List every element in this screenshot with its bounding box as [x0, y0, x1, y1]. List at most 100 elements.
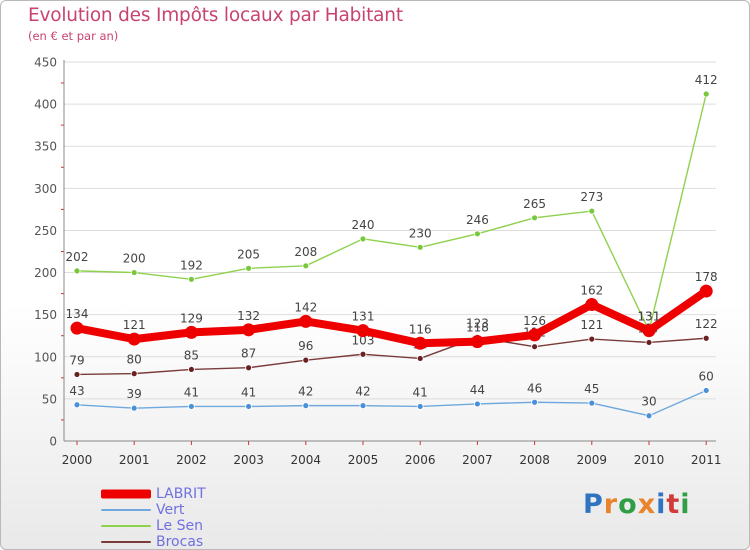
data-point	[642, 324, 656, 338]
legend-swatch	[101, 525, 151, 527]
data-label: 129	[180, 311, 203, 325]
data-point	[416, 243, 424, 251]
logo-letter: r	[603, 489, 619, 520]
data-point	[470, 335, 484, 349]
data-point	[702, 387, 710, 394]
data-point	[130, 404, 138, 412]
data-point	[588, 335, 596, 343]
legend-item: Vert	[101, 502, 301, 518]
legend-label: Brocas	[156, 534, 204, 550]
data-point	[245, 364, 253, 372]
x-tick-label: 2005	[348, 453, 379, 467]
data-label: 240	[352, 218, 375, 232]
legend-label: LABRIT	[156, 486, 206, 502]
data-label: 134	[66, 307, 89, 321]
data-point	[184, 325, 198, 339]
data-point	[245, 264, 253, 272]
data-label: 103	[352, 333, 375, 347]
data-point	[73, 401, 81, 409]
data-point	[588, 207, 596, 215]
logo-letter: x	[637, 489, 657, 520]
logo-letter: i	[680, 489, 691, 520]
data-point	[130, 269, 138, 276]
data-label: 43	[69, 384, 84, 398]
chart-subtitle: (en € et par an)	[28, 29, 119, 43]
data-label: 46	[527, 381, 542, 395]
logo-letter: i	[656, 489, 667, 520]
data-label: 178	[695, 270, 718, 284]
x-tick-label: 2003	[233, 453, 264, 467]
data-label: 80	[127, 353, 142, 367]
data-point	[531, 214, 538, 222]
legend-swatch	[101, 541, 151, 543]
data-label: 265	[523, 197, 546, 211]
x-tick-label: 2010	[634, 453, 665, 467]
data-label: 132	[237, 309, 260, 323]
legend-item: Brocas	[101, 534, 301, 550]
data-point	[245, 403, 253, 410]
data-point	[702, 90, 710, 98]
logo-letter: o	[618, 489, 638, 520]
data-label: 131	[638, 310, 661, 324]
data-label: 60	[699, 369, 714, 383]
y-tick-label: 400	[34, 98, 57, 112]
proxiti-logo: Proxiti	[583, 489, 691, 520]
series-line-labrit	[73, 287, 711, 348]
x-tick-label: 2002	[176, 453, 207, 467]
chart-title: Evolution des Impôts locaux par Habitant	[28, 5, 403, 26]
logo-letter: P	[583, 489, 604, 520]
x-tick-label: 2007	[462, 453, 493, 467]
y-tick-label: 200	[34, 266, 57, 280]
legend-label: Vert	[156, 502, 185, 518]
data-label: 44	[470, 383, 485, 397]
data-label: 126	[523, 314, 546, 328]
data-label: 121	[123, 318, 146, 332]
data-label: 41	[184, 385, 199, 399]
data-point	[73, 267, 81, 275]
data-label: 41	[413, 385, 428, 399]
data-label: 87	[241, 347, 256, 361]
x-tick-label: 2004	[291, 453, 322, 467]
data-point	[645, 339, 653, 346]
data-point	[699, 284, 713, 298]
x-tick-label: 2000	[62, 453, 93, 467]
data-point	[473, 400, 481, 408]
data-label: 131	[352, 310, 375, 324]
data-point	[528, 328, 542, 342]
data-label: 123	[466, 316, 489, 330]
data-point	[416, 403, 424, 410]
data-label: 39	[127, 387, 142, 401]
data-label: 41	[241, 385, 256, 399]
data-label: 121	[580, 318, 603, 332]
y-tick-label: 350	[34, 140, 57, 154]
y-tick-label: 450	[34, 56, 57, 70]
legend-item: LABRIT	[101, 486, 301, 502]
data-point	[585, 298, 599, 312]
data-point	[187, 403, 195, 410]
data-point	[702, 334, 710, 342]
legend-item: Le Sen	[101, 518, 301, 534]
data-label: 162	[580, 284, 603, 298]
data-point	[531, 398, 538, 406]
data-label: 200	[123, 252, 146, 266]
data-label: 205	[237, 247, 260, 261]
data-point	[531, 343, 538, 351]
data-label: 116	[409, 322, 432, 336]
data-point	[356, 324, 370, 338]
y-tick-label: 100	[34, 350, 57, 364]
data-point	[416, 355, 424, 362]
data-point	[73, 371, 81, 378]
data-point	[645, 412, 653, 420]
data-point	[187, 275, 195, 283]
series-line-vert	[76, 389, 707, 417]
data-point	[359, 235, 367, 243]
legend: LABRIT Vert Le Sen Brocas	[101, 486, 301, 550]
data-point	[473, 230, 481, 238]
data-point	[70, 321, 84, 335]
data-point	[302, 356, 310, 364]
data-label: 79	[69, 353, 84, 367]
data-point	[127, 332, 141, 346]
data-label: 45	[584, 382, 599, 396]
y-tick-label: 300	[34, 182, 57, 196]
